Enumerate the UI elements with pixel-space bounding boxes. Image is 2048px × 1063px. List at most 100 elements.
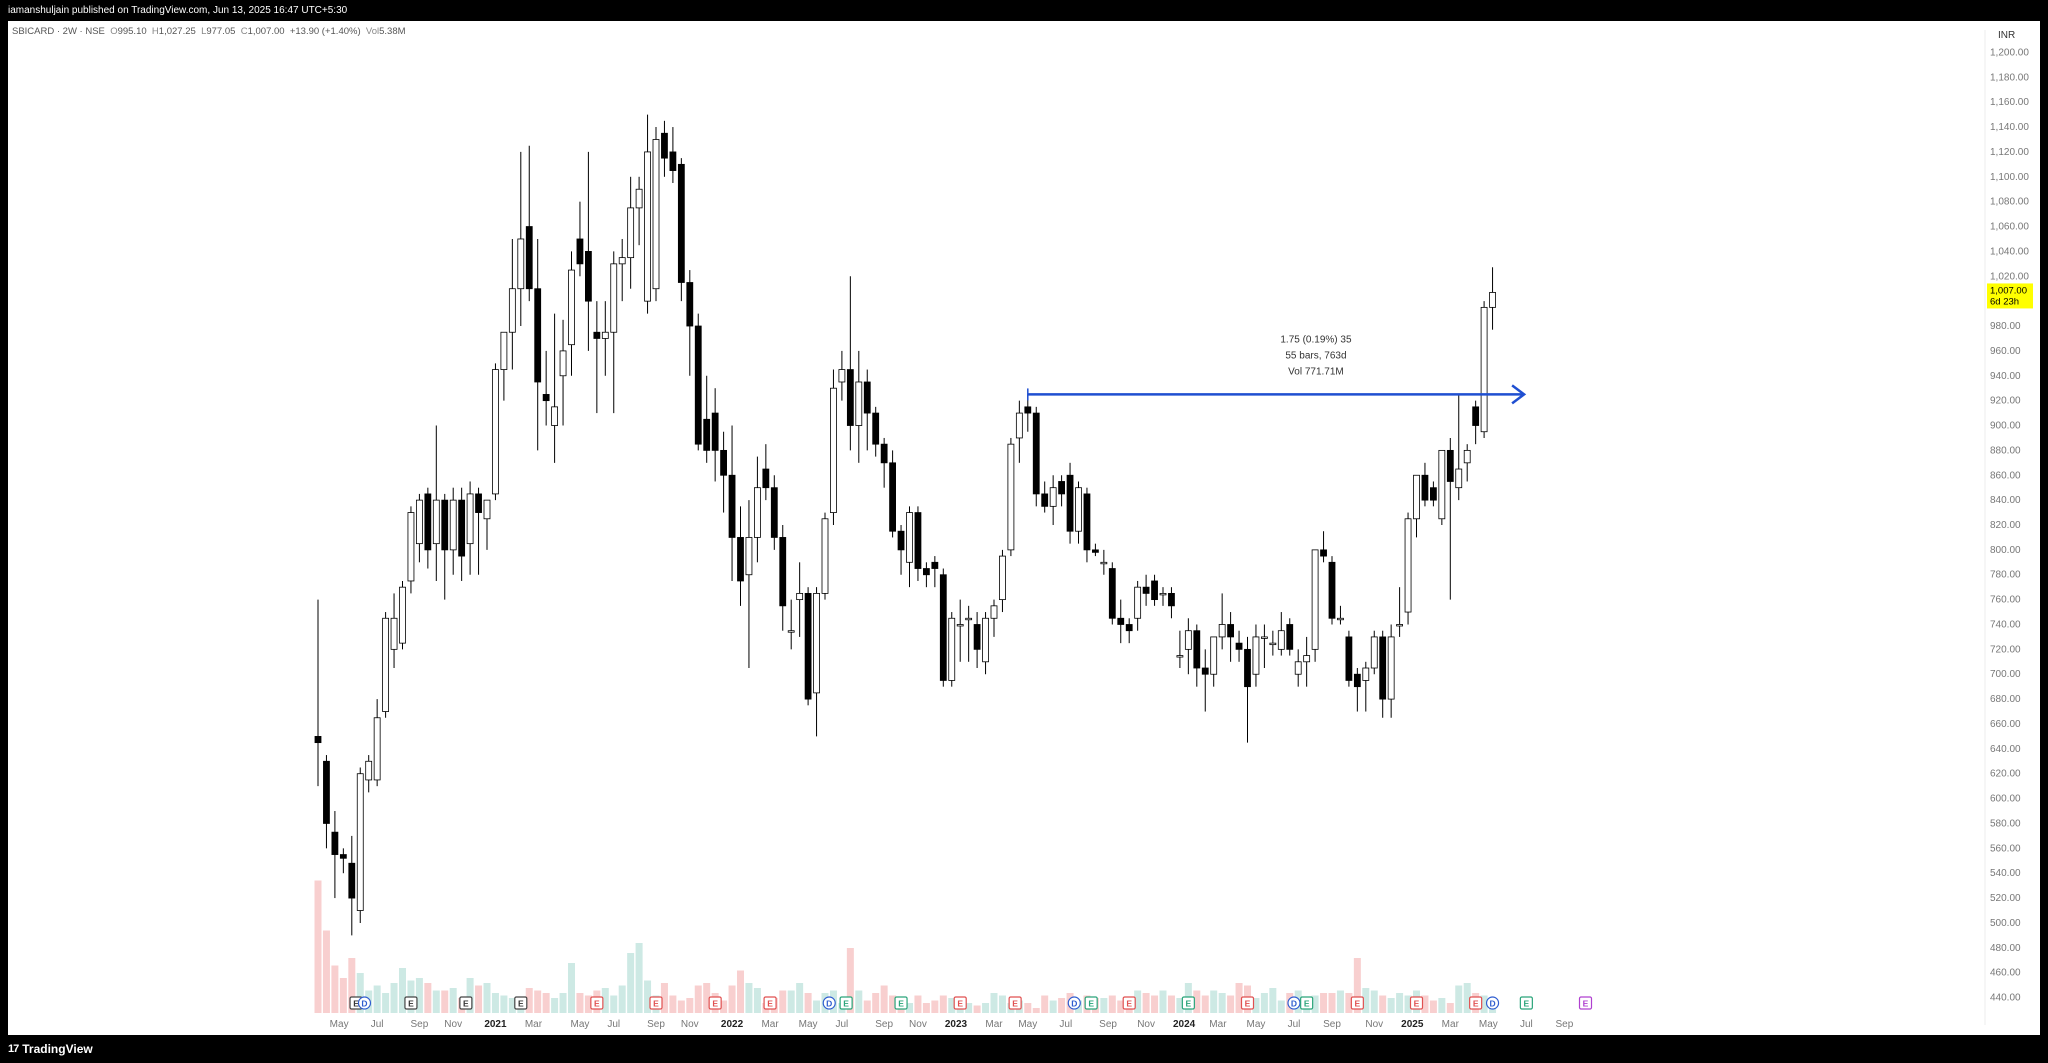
volume-bar [855, 990, 863, 1013]
y-tick-label: 760.00 [1990, 595, 2021, 606]
x-tick-label: Sep [1099, 1019, 1117, 1030]
candle-body [365, 760, 373, 781]
event-marker-letter: E [1583, 999, 1589, 1009]
event-marker-letter: E [1304, 999, 1310, 1009]
candle-body [627, 207, 635, 259]
volume-bar [331, 965, 339, 1013]
y-tick-label: 620.00 [1990, 769, 2021, 780]
earnings-marker-icon[interactable] [1240, 996, 1255, 1010]
symbol-label[interactable]: SBICARD · 2W · NSE [12, 26, 105, 37]
volume-bar [525, 988, 533, 1013]
candle-body [1244, 648, 1251, 688]
x-tick-label: May [1479, 1019, 1498, 1030]
x-tick-label: Nov [681, 1019, 699, 1030]
y-tick-label: 660.00 [1990, 719, 2021, 730]
volume-bar [1438, 998, 1446, 1013]
earnings-marker-icon[interactable] [763, 996, 777, 1010]
x-tick-label: Jul [371, 1019, 384, 1030]
earnings-marker-icon[interactable] [1181, 996, 1195, 1010]
volume-bar [1227, 995, 1235, 1013]
chart-frame[interactable] [8, 21, 2040, 1035]
candle-body [999, 555, 1006, 601]
open-value: 995.10 [117, 26, 147, 37]
earnings-marker-icon[interactable] [649, 996, 663, 1010]
volume-bar [559, 993, 567, 1013]
candle-body [1438, 449, 1446, 520]
volume-bar [491, 993, 499, 1013]
x-tick-label: Jul [1520, 1019, 1533, 1030]
candle-body [1472, 406, 1480, 426]
candle-body [711, 412, 719, 451]
volume-bar [1210, 990, 1218, 1013]
volume-bar [1032, 1008, 1040, 1013]
footer-bar: 17 TradingView [0, 1035, 2048, 1063]
y-tick-label: 780.00 [1990, 570, 2021, 581]
candle-body [542, 394, 550, 402]
earnings-marker-icon[interactable] [1519, 996, 1533, 1010]
candle-body [1489, 292, 1496, 308]
candle-body [1117, 617, 1125, 625]
volume-bar [737, 970, 744, 1013]
candle-body [1075, 487, 1082, 532]
earnings-marker-icon[interactable] [1469, 996, 1483, 1010]
x-tick-label: Sep [875, 1019, 893, 1030]
earnings-marker-icon[interactable] [1008, 996, 1022, 1010]
candle-body [407, 512, 415, 582]
y-tick-label: 980.00 [1990, 321, 2021, 332]
candle-body [1218, 624, 1226, 638]
candle-body [830, 387, 837, 513]
candle-body [1345, 636, 1353, 681]
y-tick-label: 460.00 [1990, 968, 2021, 979]
y-tick-label: 640.00 [1990, 744, 2021, 755]
earnings-marker-icon[interactable] [1578, 996, 1593, 1010]
dividend-marker-icon[interactable] [822, 996, 836, 1010]
candle-body [1277, 630, 1285, 650]
candle-body [1142, 586, 1150, 594]
tradingview-logo[interactable]: 17 TradingView [8, 1042, 93, 1056]
earnings-marker-icon[interactable] [404, 996, 418, 1010]
dividend-marker-icon[interactable] [1067, 996, 1081, 1010]
candle-body [1159, 592, 1167, 596]
candle-body [415, 499, 423, 545]
volume-bar [1041, 995, 1049, 1013]
volume-bar [728, 985, 736, 1013]
earnings-marker-icon[interactable] [894, 996, 908, 1010]
dividend-marker-icon[interactable] [1287, 996, 1301, 1010]
volume-bar [382, 993, 390, 1013]
candle-body [1049, 487, 1057, 507]
earnings-marker-icon[interactable] [514, 996, 528, 1010]
volume-bar [1429, 1000, 1437, 1013]
x-tick-label: Mar [525, 1019, 543, 1030]
candle-body [813, 592, 820, 694]
candle-body [1210, 636, 1218, 675]
candle-body [610, 263, 618, 333]
earnings-marker-icon[interactable] [1350, 996, 1364, 1010]
candle-body [872, 412, 880, 445]
volume-bar [660, 983, 668, 1013]
candle-body [821, 518, 829, 594]
earnings-marker-icon[interactable] [1409, 996, 1424, 1010]
earnings-marker-icon[interactable] [839, 996, 853, 1010]
volume-bar [1167, 995, 1175, 1013]
dividend-marker-icon[interactable] [357, 996, 372, 1010]
candle-body [534, 288, 542, 383]
dividend-marker-icon[interactable] [1485, 996, 1500, 1010]
earnings-marker-icon[interactable] [1300, 996, 1314, 1010]
earnings-marker-icon[interactable] [1084, 996, 1098, 1010]
candle-body [585, 251, 592, 302]
y-tick-label: 880.00 [1990, 445, 2021, 456]
earnings-marker-icon[interactable] [953, 996, 967, 1010]
earnings-marker-icon[interactable] [1122, 996, 1136, 1010]
earnings-marker-icon[interactable] [708, 996, 722, 1010]
y-tick-label: 440.00 [1990, 993, 2021, 1004]
earnings-marker-icon[interactable] [459, 996, 473, 1010]
volume-bar [1353, 958, 1361, 1013]
volume-bar [466, 978, 474, 1013]
x-tick-label: 2022 [721, 1019, 744, 1030]
earnings-marker-icon[interactable] [590, 996, 604, 1010]
candle-body [770, 487, 778, 538]
y-tick-label: 1,080.00 [1990, 197, 2029, 208]
volume-bar [1362, 988, 1370, 1013]
candle-body [1134, 586, 1142, 619]
